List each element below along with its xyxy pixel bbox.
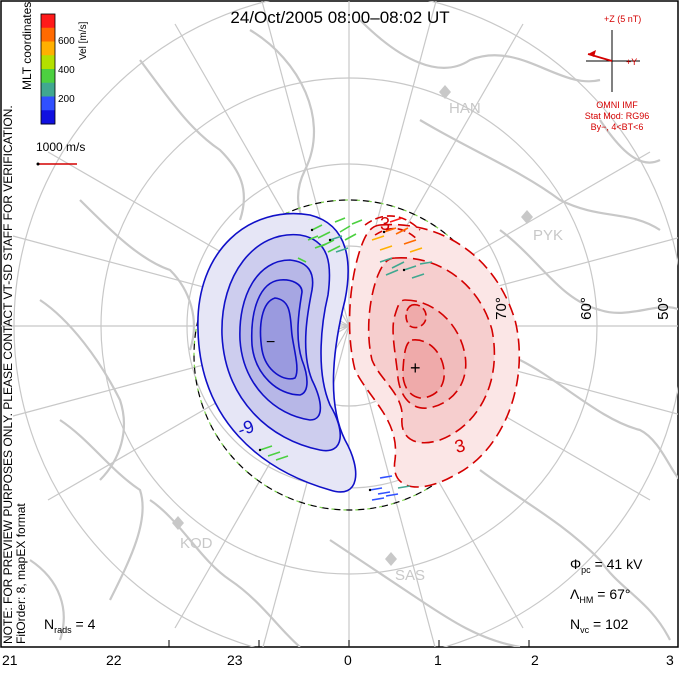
negative-potential-cell: [197, 212, 357, 493]
note-vertical: NOTE: FOR PREVIEW PURPOSES ONLY. PLEASE …: [1, 105, 28, 644]
phi-value: = 41 kV: [590, 556, 643, 572]
latitude-label-60: 60°: [577, 297, 595, 320]
colorbar-segment: [41, 69, 55, 84]
mlt-tick-marks: [0, 640, 530, 647]
colorbar-label: Vel [m/s]: [78, 21, 89, 60]
nrads-value: = 4: [71, 616, 96, 632]
vector-count: Nvc = 102: [570, 616, 628, 635]
mlt-tick-0: 0: [344, 652, 352, 668]
mlt-tick-1: 1: [434, 652, 442, 668]
colorbar-segment: [41, 14, 55, 29]
colorbar-tick-200: 200: [58, 94, 75, 105]
velocity-vectors: [258, 217, 433, 501]
mlt-tick-23: 23: [227, 652, 243, 668]
lambda-value: = 67°: [593, 586, 631, 602]
potential-maximum-marker: +: [410, 358, 421, 378]
nrads-symbol: N: [44, 616, 55, 632]
site-label-han: HAN: [449, 100, 481, 117]
nvc-subscript: vc: [580, 624, 590, 635]
phi-subscript: pc: [581, 564, 591, 575]
velocity-colorbar: [40, 13, 56, 125]
colorbar-tick-600: 600: [58, 36, 75, 47]
phi-symbol: Φ: [570, 556, 582, 572]
latitude-label-50: 50°: [654, 297, 672, 320]
page-title: 24/Oct/2005 08:00–08:02 UT: [230, 8, 450, 27]
coordinate-system-label: MLT coordinates: [20, 1, 34, 90]
colorbar-segment: [41, 27, 55, 42]
fit-order-note: FitOrder: 8, mapEX format: [14, 503, 28, 644]
site-label-pyk: PYK: [533, 227, 564, 244]
site-markers: [172, 85, 533, 566]
colorbar-segment: [41, 96, 55, 111]
potential-minimum-marker: −: [266, 334, 276, 351]
positive-potential-cell: [348, 215, 521, 488]
hm-boundary-vectors: [193, 199, 505, 511]
imf-clock: [586, 30, 640, 92]
nrads-subscript: rads: [54, 624, 72, 635]
nvc-value: = 102: [589, 616, 629, 632]
cross-polar-cap-potential: Φpc = 41 kV: [570, 556, 642, 575]
site-label-sas: SAS: [395, 567, 426, 584]
latitude-label-70: 70°: [492, 297, 510, 320]
mlt-tick-22: 22: [106, 652, 122, 668]
reference-vector-label: 1000 m/s: [36, 140, 86, 154]
radar-count: Nrads = 4: [44, 616, 95, 635]
imf-z-label: +Z (5 nT): [604, 14, 642, 24]
lambda-symbol: Λ: [570, 586, 580, 602]
colorbar-tick-400: 400: [58, 65, 75, 76]
imf-model-info: OMNI IMF Stat Mod: RG96 By−, 4<BT<6: [562, 100, 672, 133]
colorbar-segment: [41, 55, 55, 70]
mlt-tick-2: 2: [531, 652, 539, 668]
imf-line-bin: By−, 4<BT<6: [590, 122, 644, 132]
mlt-tick-3: 3: [666, 652, 674, 668]
site-label-kod: KOD: [180, 535, 213, 552]
colorbar-segment: [41, 110, 55, 125]
lambda-subscript: HM: [579, 594, 594, 605]
imf-y-label: +Y: [626, 57, 638, 67]
colorbar-outline: [40, 13, 56, 125]
colorbar-segment: [41, 41, 55, 56]
imf-line-source: OMNI IMF: [596, 100, 638, 110]
mlt-tick-21: 21: [2, 652, 18, 668]
colorbar-segment: [41, 82, 55, 97]
hm-boundary-latitude: ΛHM = 67°: [570, 586, 631, 605]
positive-contour-label-upper: 3: [380, 214, 391, 234]
nvc-symbol: N: [570, 616, 581, 632]
imf-line-model: Stat Mod: RG96: [584, 111, 650, 121]
